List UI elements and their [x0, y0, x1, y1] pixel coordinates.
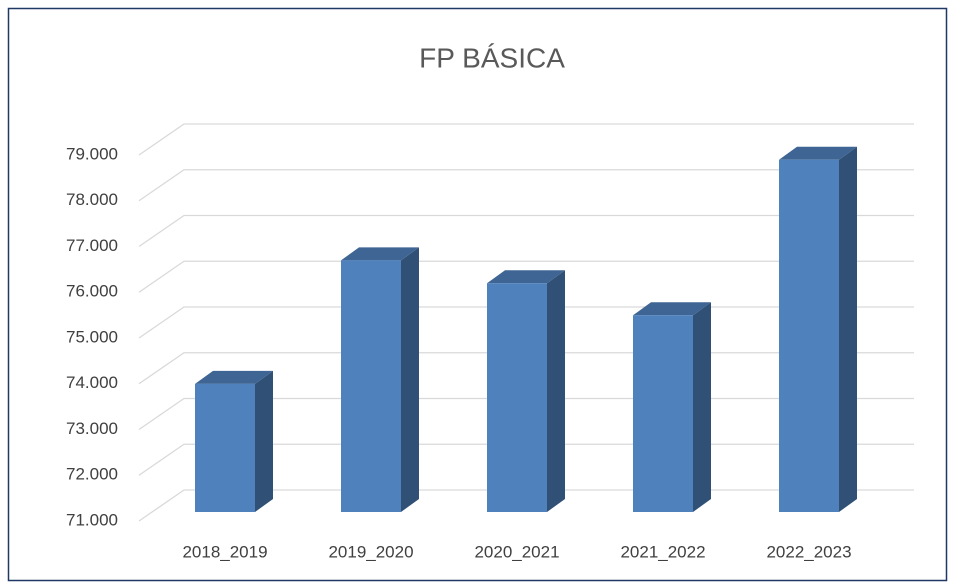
grid-line: [138, 214, 914, 248]
y-tick-label: 73.000: [66, 419, 118, 438]
bar-front: [779, 159, 839, 512]
x-tick-label: 2020_2021: [474, 542, 559, 561]
y-tick-label: 74.000: [66, 373, 118, 392]
bar-top: [633, 302, 711, 316]
bar-side: [255, 370, 273, 512]
bar-top: [195, 370, 273, 384]
x-tick-label: 2021_2022: [620, 542, 705, 561]
x-tick-label: 2019_2020: [328, 542, 413, 561]
bar-side: [547, 270, 565, 512]
grid-line: [138, 169, 914, 202]
bar: [633, 302, 711, 512]
x-tick-label: 2022_2023: [766, 542, 851, 561]
grid-line: [138, 123, 914, 156]
bar: [487, 270, 565, 512]
y-tick-label: 79.000: [66, 144, 118, 163]
grid-line: [138, 260, 914, 293]
x-tick-label: 2018_2019: [182, 542, 267, 561]
chart-title: FP BÁSICA: [419, 42, 565, 73]
bar-front: [341, 260, 401, 512]
bar: [195, 370, 273, 512]
y-tick-label: 75.000: [66, 327, 118, 346]
bar-front: [195, 383, 255, 512]
y-tick-label: 71.000: [66, 510, 118, 529]
bar-top: [779, 146, 857, 160]
bar-front: [633, 315, 693, 512]
bar-side: [839, 146, 857, 512]
y-tick-label: 72.000: [66, 465, 118, 484]
bar-side: [401, 247, 419, 512]
y-tick-label: 76.000: [66, 282, 118, 301]
bar: [779, 146, 857, 512]
bar-top: [487, 270, 565, 284]
y-tick-label: 78.000: [66, 190, 118, 209]
bar-front: [487, 283, 547, 512]
bar: [341, 247, 419, 512]
y-tick-label: 77.000: [66, 236, 118, 255]
bar-top: [341, 247, 419, 261]
bar-side: [693, 302, 711, 512]
